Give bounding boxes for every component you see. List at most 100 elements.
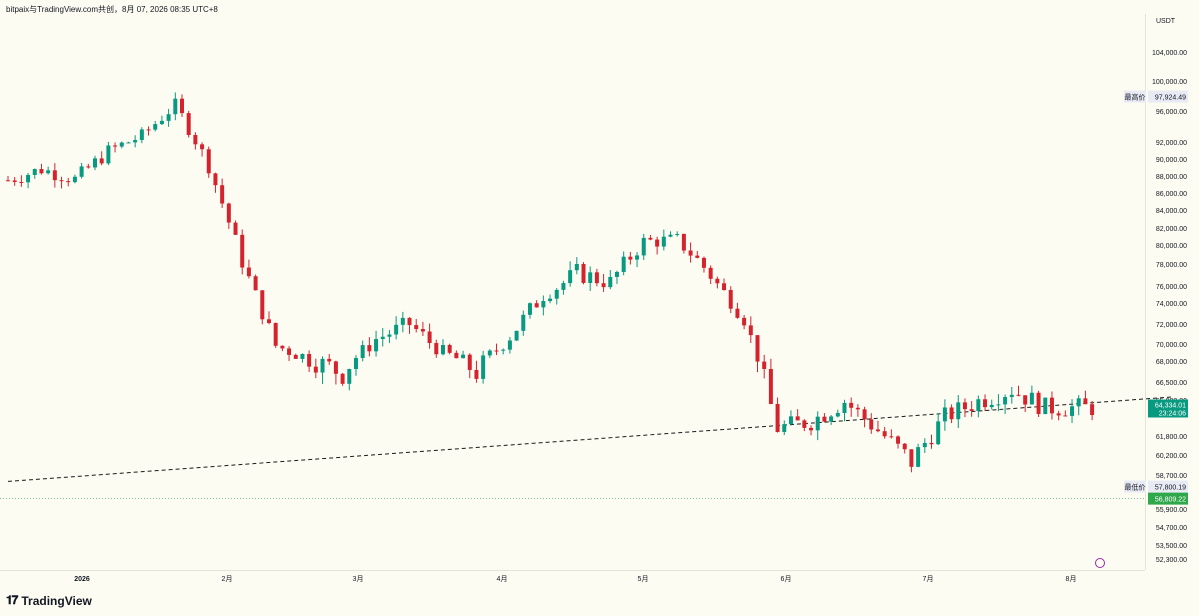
candle-body [989, 404, 994, 408]
candle-body [1090, 404, 1095, 416]
candle-body [668, 234, 673, 237]
x-tick-label: 2026 [74, 576, 90, 583]
candle-body [387, 334, 392, 337]
candlestick-plot[interactable]: 104,000.00 100,000.00 96,000.00 92,000.00 90… [0, 14, 1199, 570]
candle-body [374, 339, 379, 352]
candle-body [916, 447, 921, 467]
candle-body [461, 354, 466, 359]
low-price-tag-value: 57,800.19 [1155, 485, 1186, 492]
low-price-tag-bg [1148, 480, 1188, 493]
high-price-tag-bg [1148, 90, 1188, 103]
y-tick-label: 82,000.00 [1156, 226, 1187, 233]
candle-body [434, 343, 439, 355]
candle-body [788, 416, 793, 425]
candle-body [621, 256, 626, 272]
candle-body [768, 368, 773, 404]
candle-body [320, 358, 325, 373]
green-price-tag-value: 56,809.22 [1155, 497, 1186, 504]
candle-body [139, 129, 144, 140]
current-price-countdown: 23:24:06 [1159, 410, 1186, 417]
candle-body [32, 169, 37, 175]
candle-body [722, 283, 727, 290]
candle-body [601, 283, 606, 288]
candle-body [835, 413, 840, 417]
y-tick-label: 58,700.00 [1156, 473, 1187, 480]
candle-body [701, 257, 706, 268]
candle-body [869, 419, 874, 430]
candle-body [588, 272, 593, 283]
high-price-tag-label-bg [1124, 90, 1146, 103]
candle-body [52, 170, 57, 181]
candle-body [1076, 398, 1081, 407]
candle-body [1023, 395, 1028, 405]
y-tick-label: 84,000.00 [1156, 208, 1187, 215]
trendline [7, 396, 1172, 482]
candle-body [695, 255, 700, 258]
candle-body [173, 98, 178, 115]
candle-body [661, 236, 666, 247]
candle-body [815, 416, 820, 431]
candle-body [875, 429, 880, 432]
candle-body [327, 358, 332, 362]
high-price-tag-label: 最高价 [1125, 93, 1146, 102]
candle-body [1009, 394, 1014, 398]
candle-body [882, 431, 887, 437]
y-tick-label: 70,000.00 [1156, 342, 1187, 349]
tradingview-logo-icon: 𝟏𝟕 [6, 593, 18, 607]
y-tick-label: 86,000.00 [1156, 191, 1187, 198]
high-price-tag-value: 97,924.49 [1155, 95, 1186, 102]
candle-body [608, 276, 613, 288]
candle-body [849, 402, 854, 408]
candle-body [1016, 394, 1021, 396]
price-axis[interactable] [1145, 14, 1199, 570]
candle-body [293, 354, 298, 359]
chart-extras [1095, 558, 1105, 568]
candle-body [527, 303, 532, 315]
candle-body [822, 416, 827, 422]
candle-body [39, 169, 44, 174]
candle-body [273, 322, 278, 346]
time-axis[interactable]: 2026 2月 3月 4月 5月 6月 7月 8月 [0, 570, 1145, 587]
candle-body [902, 443, 907, 450]
y-tick-label: 96,000.00 [1156, 109, 1187, 116]
candle-body [501, 349, 506, 351]
candle-body [414, 325, 419, 330]
candle-body [514, 330, 519, 341]
current-price-value: 64,334.01 [1155, 402, 1186, 409]
x-tick-label: 5月 [638, 575, 649, 583]
candle-body [246, 267, 251, 277]
y-tick-label: 80,000.00 [1156, 243, 1187, 250]
candle-body [648, 237, 653, 240]
candle-body [360, 345, 365, 359]
x-tick-label: 6月 [781, 575, 792, 583]
y-tick-label: 60,200.00 [1156, 453, 1187, 460]
candle-body [106, 145, 111, 164]
y-tick-labels: 104,000.00 100,000.00 96,000.00 92,000.00 90… [1152, 50, 1187, 564]
candle-body [400, 317, 405, 325]
candle-body [594, 272, 599, 284]
candle-body [72, 176, 77, 183]
candle-body [675, 233, 680, 235]
y-tick-label: 72,000.00 [1156, 322, 1187, 329]
green-price-tag-bg [1148, 492, 1188, 505]
tradingview-brand[interactable]: 𝟏𝟕 TradingView [6, 593, 92, 608]
candle-body [628, 256, 633, 260]
candle-body [809, 427, 814, 431]
candle-body [487, 350, 492, 356]
candle-body [12, 180, 17, 182]
candle-body [996, 404, 1001, 406]
candle-body [447, 344, 452, 353]
low-price-tag-label-bg [1124, 480, 1146, 493]
candle-body [581, 263, 586, 283]
candle-body [213, 173, 218, 186]
candle-body [226, 203, 231, 223]
candle-body [976, 399, 981, 411]
x-tick-label: 3月 [353, 575, 364, 583]
candle-body [521, 314, 526, 331]
candle-body [313, 366, 318, 373]
candle-body [99, 158, 104, 164]
candle-body [728, 289, 733, 309]
candle-body [179, 98, 184, 114]
candle-body [896, 436, 901, 444]
candle-body [1043, 397, 1048, 415]
